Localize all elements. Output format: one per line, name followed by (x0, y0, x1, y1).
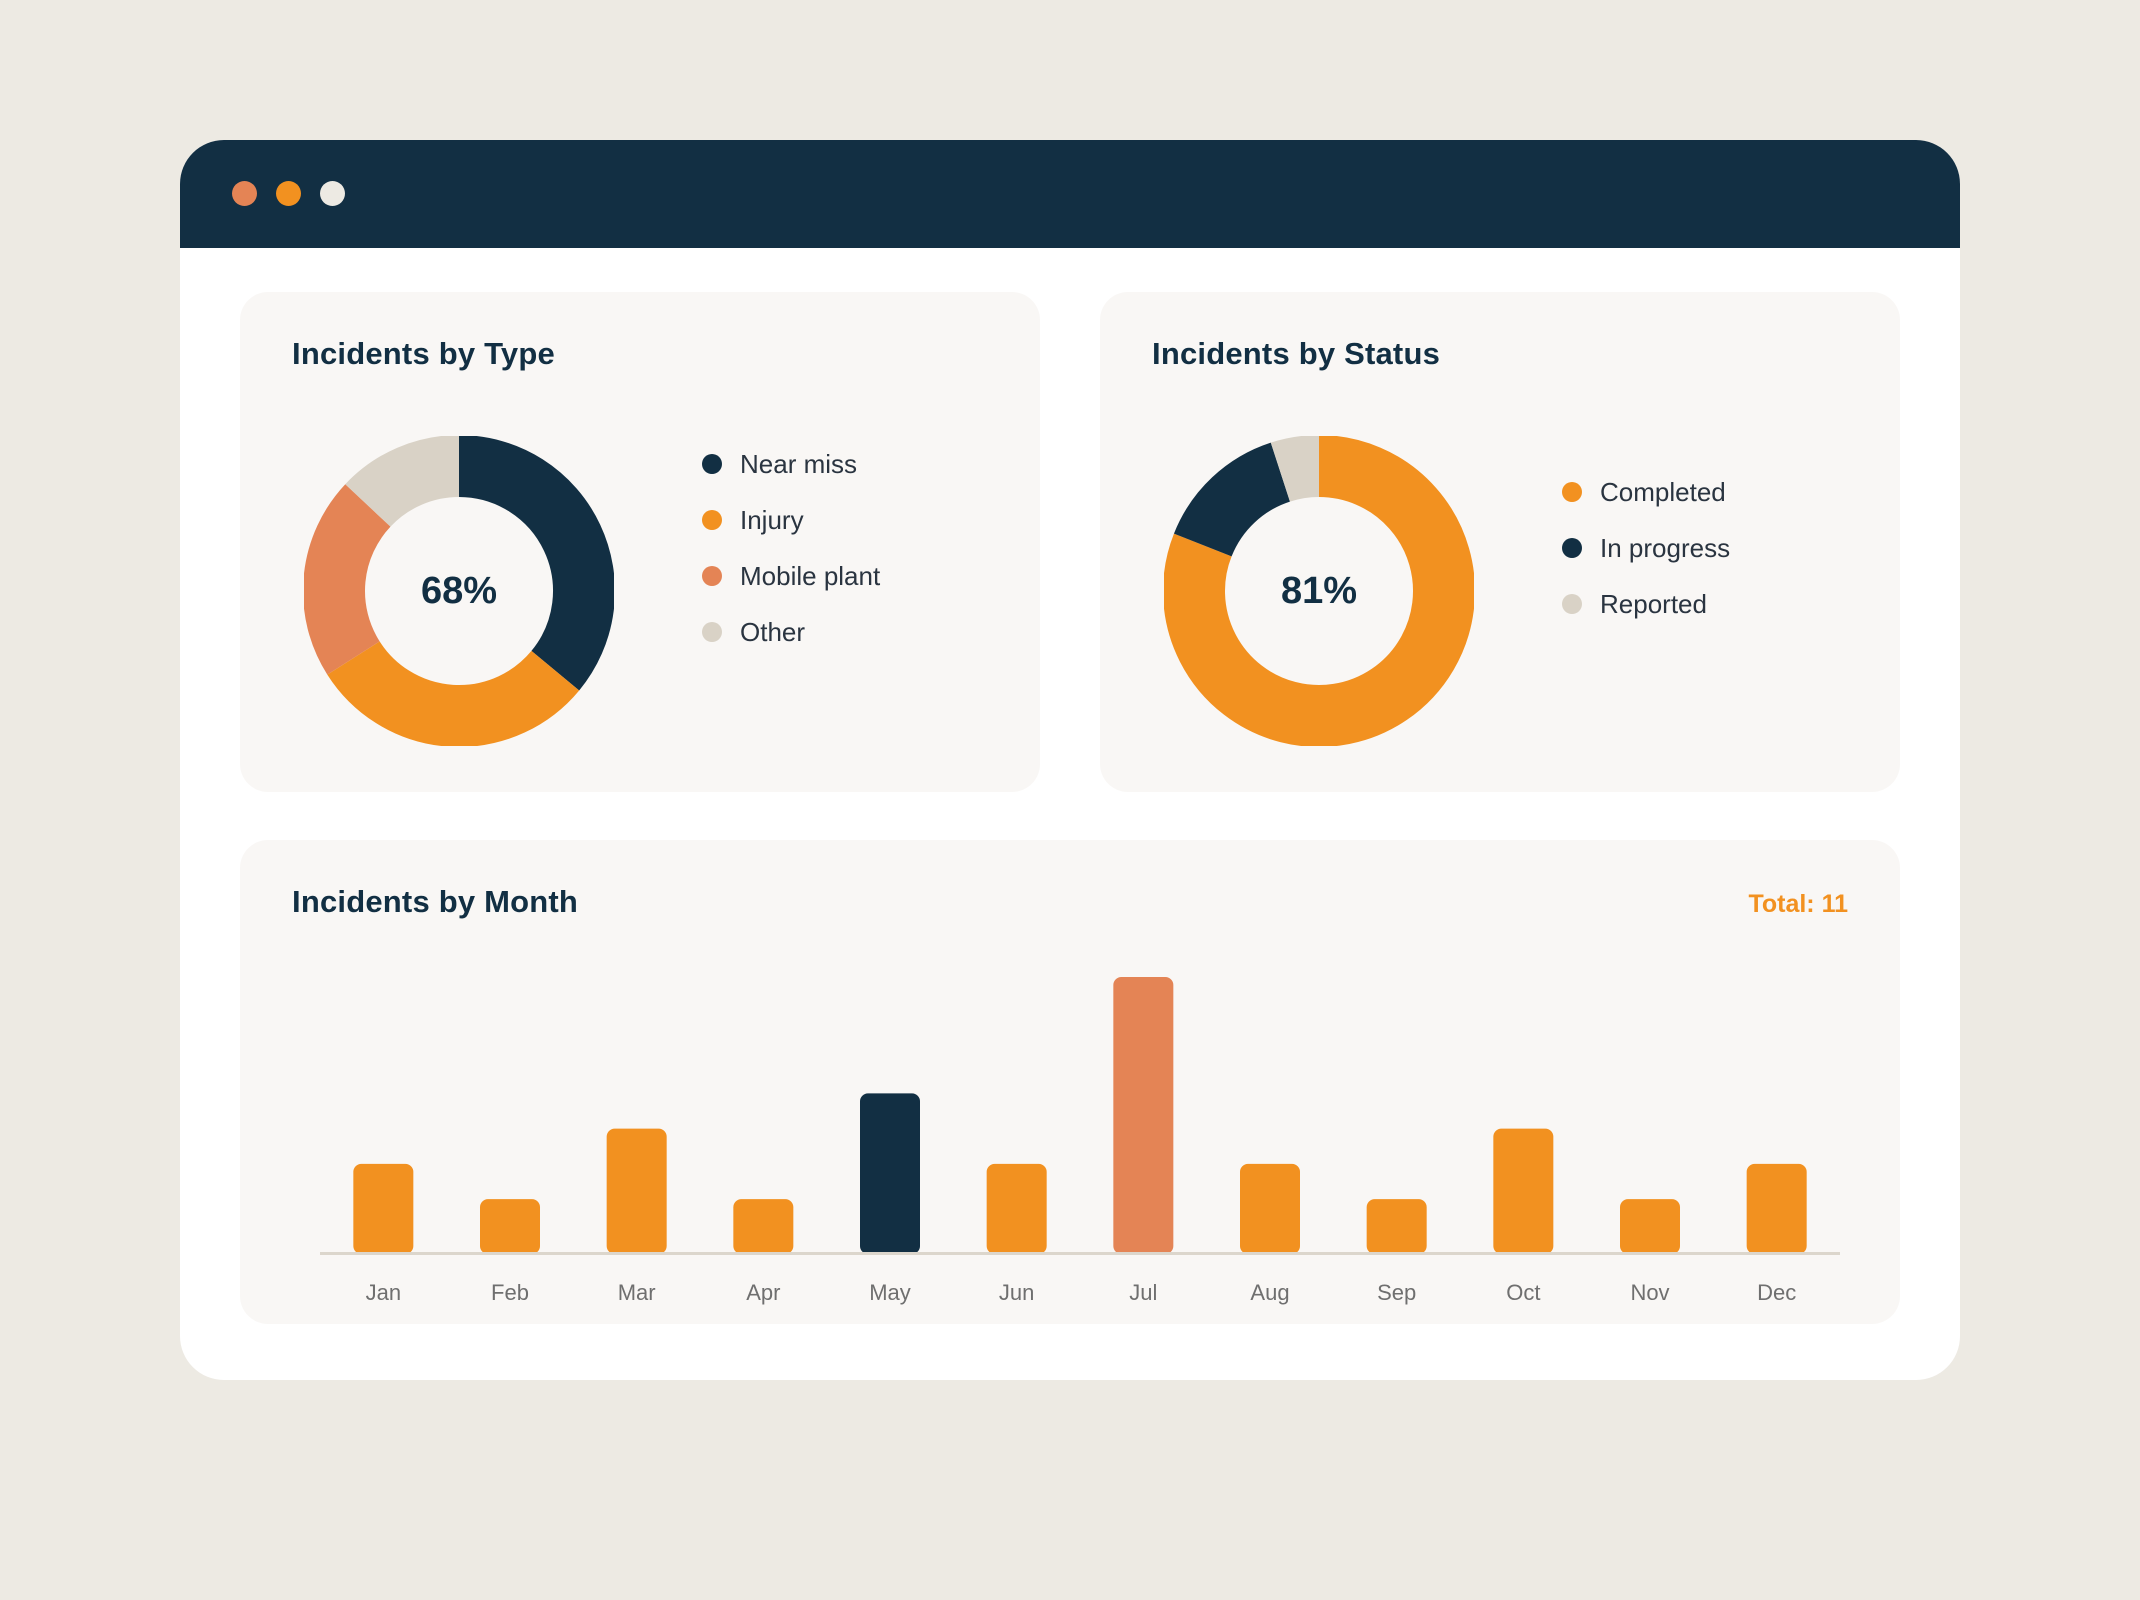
donut-center-value: 68% (420, 569, 498, 612)
close-dot[interactable] (232, 181, 257, 206)
bar-dec[interactable] (1746, 1163, 1807, 1254)
legend-item: Other (702, 604, 880, 660)
x-tick-label: Jun (999, 1280, 1034, 1305)
bar-apr[interactable] (733, 1199, 794, 1254)
incidents-by-type-card: Incidents by Type 68% Near miss Injury M… (240, 292, 1040, 792)
type-donut-chart: 68% (303, 435, 615, 747)
donut-slice-injury[interactable] (327, 640, 580, 747)
legend-label: Injury (740, 504, 804, 535)
legend-swatch (702, 454, 722, 474)
donut-slice-completed[interactable] (1163, 435, 1475, 747)
x-tick-label: Jan (366, 1280, 401, 1305)
legend-item: Mobile plant (702, 548, 880, 604)
x-tick-label: Dec (1757, 1280, 1796, 1305)
legend-label: In progress (1600, 532, 1731, 563)
donut-slice-reported[interactable] (1270, 435, 1320, 502)
app-window: Incidents by Type 68% Near miss Injury M… (180, 140, 1960, 1380)
bar-oct[interactable] (1493, 1128, 1554, 1254)
legend-swatch (1562, 482, 1582, 502)
bar-jun[interactable] (986, 1163, 1047, 1254)
legend-label: Other (740, 616, 806, 647)
legend-item: In progress (1562, 520, 1730, 576)
x-tick-label: Jul (1129, 1280, 1157, 1305)
maximize-dot[interactable] (320, 181, 345, 206)
donut-center-value: 81% (1280, 569, 1358, 612)
status-donut-chart: 81% (1163, 435, 1475, 747)
legend-item: Reported (1562, 576, 1730, 632)
status-legend: Completed In progress Reported (1562, 464, 1730, 632)
legend-swatch (1562, 594, 1582, 614)
x-tick-label: Feb (491, 1280, 529, 1305)
legend-label: Reported (1600, 588, 1707, 619)
x-tick-label: Sep (1377, 1280, 1416, 1305)
monthly-bar-chart: Jan Feb Mar Apr May Jun Jul Aug Sep Oct Nov Dec (320, 977, 1840, 1305)
bar-sep[interactable] (1366, 1199, 1427, 1254)
legend-item: Near miss (702, 436, 880, 492)
bar-feb[interactable] (480, 1199, 540, 1254)
x-tick-label: May (869, 1280, 911, 1305)
total-count: Total: 11 (1748, 890, 1848, 918)
legend-swatch (1562, 538, 1582, 558)
bar-jan[interactable] (353, 1163, 414, 1254)
title-bar (180, 140, 1960, 248)
legend-item: Injury (702, 492, 880, 548)
legend-label: Mobile plant (740, 560, 881, 591)
legend-swatch (702, 510, 722, 530)
bar-jul[interactable] (1113, 977, 1174, 1254)
bar-nov[interactable] (1620, 1199, 1680, 1254)
legend-swatch (702, 622, 722, 642)
bar-mar[interactable] (606, 1128, 667, 1254)
minimize-dot[interactable] (276, 181, 301, 206)
x-tick-label: Nov (1630, 1280, 1669, 1305)
card-title: Incidents by Month (292, 884, 579, 919)
type-legend: Near miss Injury Mobile plant Other (702, 436, 880, 660)
x-tick-label: Aug (1250, 1280, 1289, 1305)
card-title: Incidents by Type (292, 336, 555, 371)
donut-slice-mobile-plant[interactable] (303, 484, 392, 675)
legend-label: Completed (1600, 476, 1726, 507)
card-title: Incidents by Status (1152, 336, 1441, 371)
donut-slice-other[interactable] (345, 435, 461, 528)
incidents-by-status-card: Incidents by Status 81% Completed In pro… (1100, 292, 1900, 792)
legend-label: Near miss (740, 448, 858, 479)
donut-slice-in-progress[interactable] (1173, 442, 1291, 558)
legend-item: Completed (1562, 464, 1730, 520)
x-tick-label: Apr (746, 1280, 780, 1305)
bar-aug[interactable] (1240, 1163, 1300, 1254)
x-tick-label: Mar (618, 1280, 656, 1305)
bar-may[interactable] (860, 1093, 920, 1254)
x-tick-label: Oct (1506, 1280, 1540, 1305)
legend-swatch (702, 566, 722, 586)
incidents-by-month-card: Incidents by Month Total: 11 Jan Feb Mar Ap… (240, 840, 1900, 1324)
donut-slice-near-miss[interactable] (458, 435, 615, 691)
